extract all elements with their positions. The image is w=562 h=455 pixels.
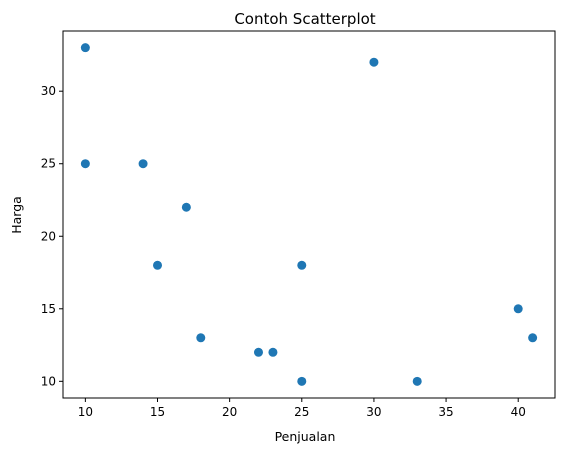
data-point [268,347,278,357]
x-tick-label: 15 [150,405,165,419]
data-point [181,202,191,212]
data-points [80,43,538,386]
data-point [196,333,206,343]
y-tick-label: 20 [41,229,56,243]
x-tick-label: 20 [222,405,237,419]
y-tick-label: 30 [41,84,56,98]
data-point [528,333,538,343]
data-point [153,260,163,270]
plot-area [62,30,556,399]
x-tick-label: 10 [78,405,93,419]
x-tick-label: 40 [511,405,526,419]
x-tick-label: 25 [294,405,309,419]
x-axis-label: Penjualan [275,429,336,444]
data-point [412,376,422,386]
data-point [138,159,148,169]
chart-title: Contoh Scatterplot [234,10,375,28]
y-axis: 10 15 20 25 30 [41,84,63,388]
x-axis: 10 15 20 25 30 35 40 [78,398,526,419]
y-axis-label: Harga [9,196,24,234]
y-tick-label: 25 [41,157,56,171]
data-point [369,57,379,67]
data-point [254,347,264,357]
data-point [80,43,90,53]
data-point [80,159,90,169]
x-tick-label: 30 [366,405,381,419]
data-point [297,260,307,270]
y-tick-label: 15 [41,302,56,316]
data-point [297,376,307,386]
y-tick-label: 10 [41,374,56,388]
data-point [513,304,523,314]
x-tick-label: 35 [438,405,453,419]
